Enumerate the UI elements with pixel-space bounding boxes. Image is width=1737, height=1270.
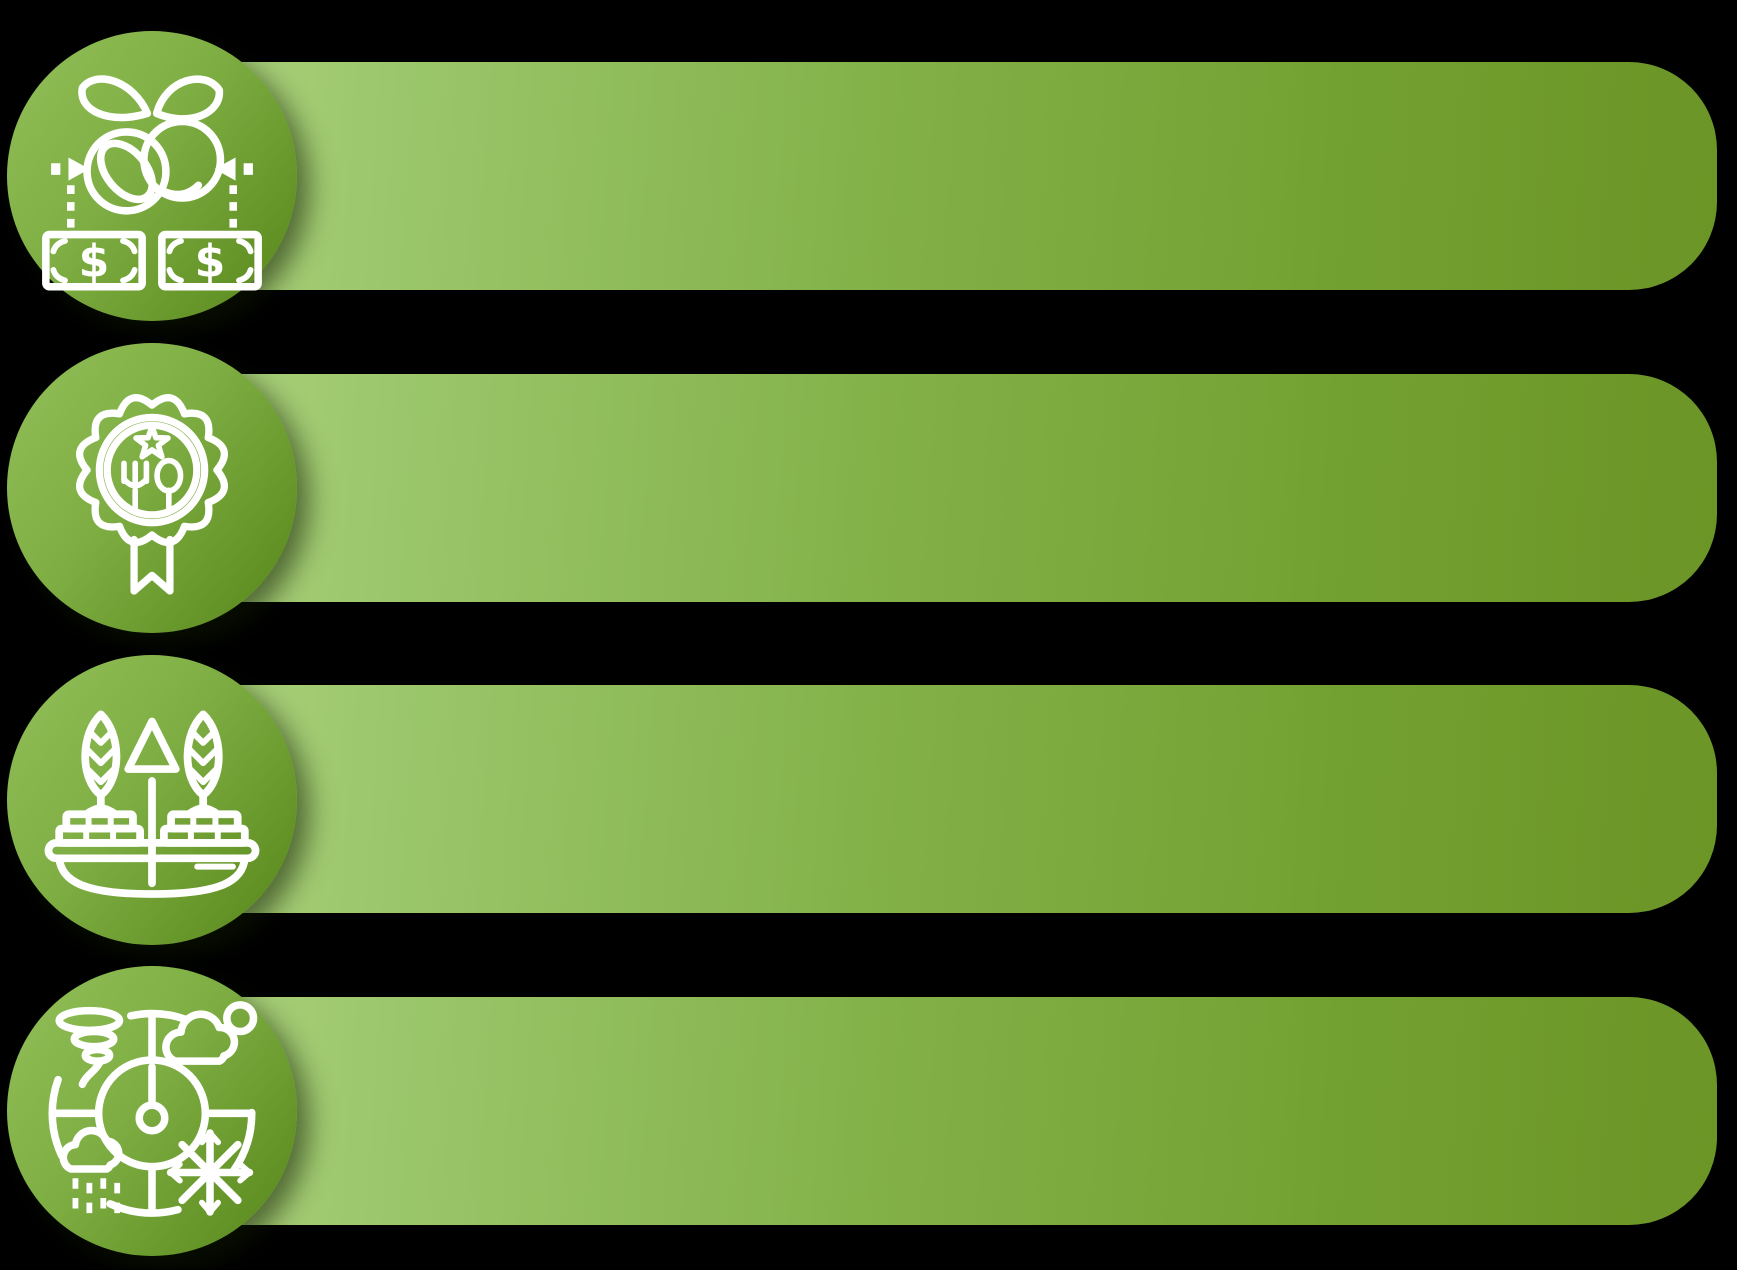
plant-right-icon bbox=[183, 710, 223, 819]
growth-arrow-icon bbox=[124, 717, 180, 888]
snowflake-icon bbox=[166, 1129, 254, 1216]
icon-badge-1: $ bbox=[7, 31, 297, 321]
dashed-connectors bbox=[67, 185, 237, 234]
spoon-icon bbox=[154, 457, 184, 516]
icon-badge-4 bbox=[7, 966, 297, 1256]
list-bar-4 bbox=[152, 997, 1717, 1225]
weather-conditions-icon bbox=[48, 1001, 258, 1217]
icon-badge-2 bbox=[7, 343, 297, 633]
beans-icon bbox=[83, 117, 225, 215]
cloud-icon bbox=[162, 1001, 258, 1065]
weather-compass-ring bbox=[48, 1009, 256, 1217]
plant-left-icon bbox=[81, 710, 121, 819]
ribbon-tails-icon bbox=[130, 535, 174, 595]
tornado-icon bbox=[55, 1006, 124, 1089]
inward-arrows-icon bbox=[51, 157, 253, 181]
planter-tray-icon bbox=[44, 838, 260, 898]
star-icon bbox=[133, 423, 171, 460]
list-bar-2 bbox=[152, 374, 1717, 602]
food-quality-badge-icon bbox=[76, 394, 228, 595]
rosette-icon bbox=[76, 394, 228, 547]
list-bar-3 bbox=[152, 685, 1717, 913]
icon-badge-3 bbox=[7, 655, 297, 945]
fork-icon bbox=[121, 460, 150, 516]
yield-growth-icon bbox=[44, 710, 260, 898]
rain-cloud-icon bbox=[59, 1126, 123, 1214]
leaves-icon bbox=[78, 75, 224, 123]
beans-for-money-icon: $ bbox=[36, 75, 268, 292]
list-bar-1 bbox=[152, 62, 1717, 290]
barometer-dial-icon bbox=[94, 1056, 210, 1171]
